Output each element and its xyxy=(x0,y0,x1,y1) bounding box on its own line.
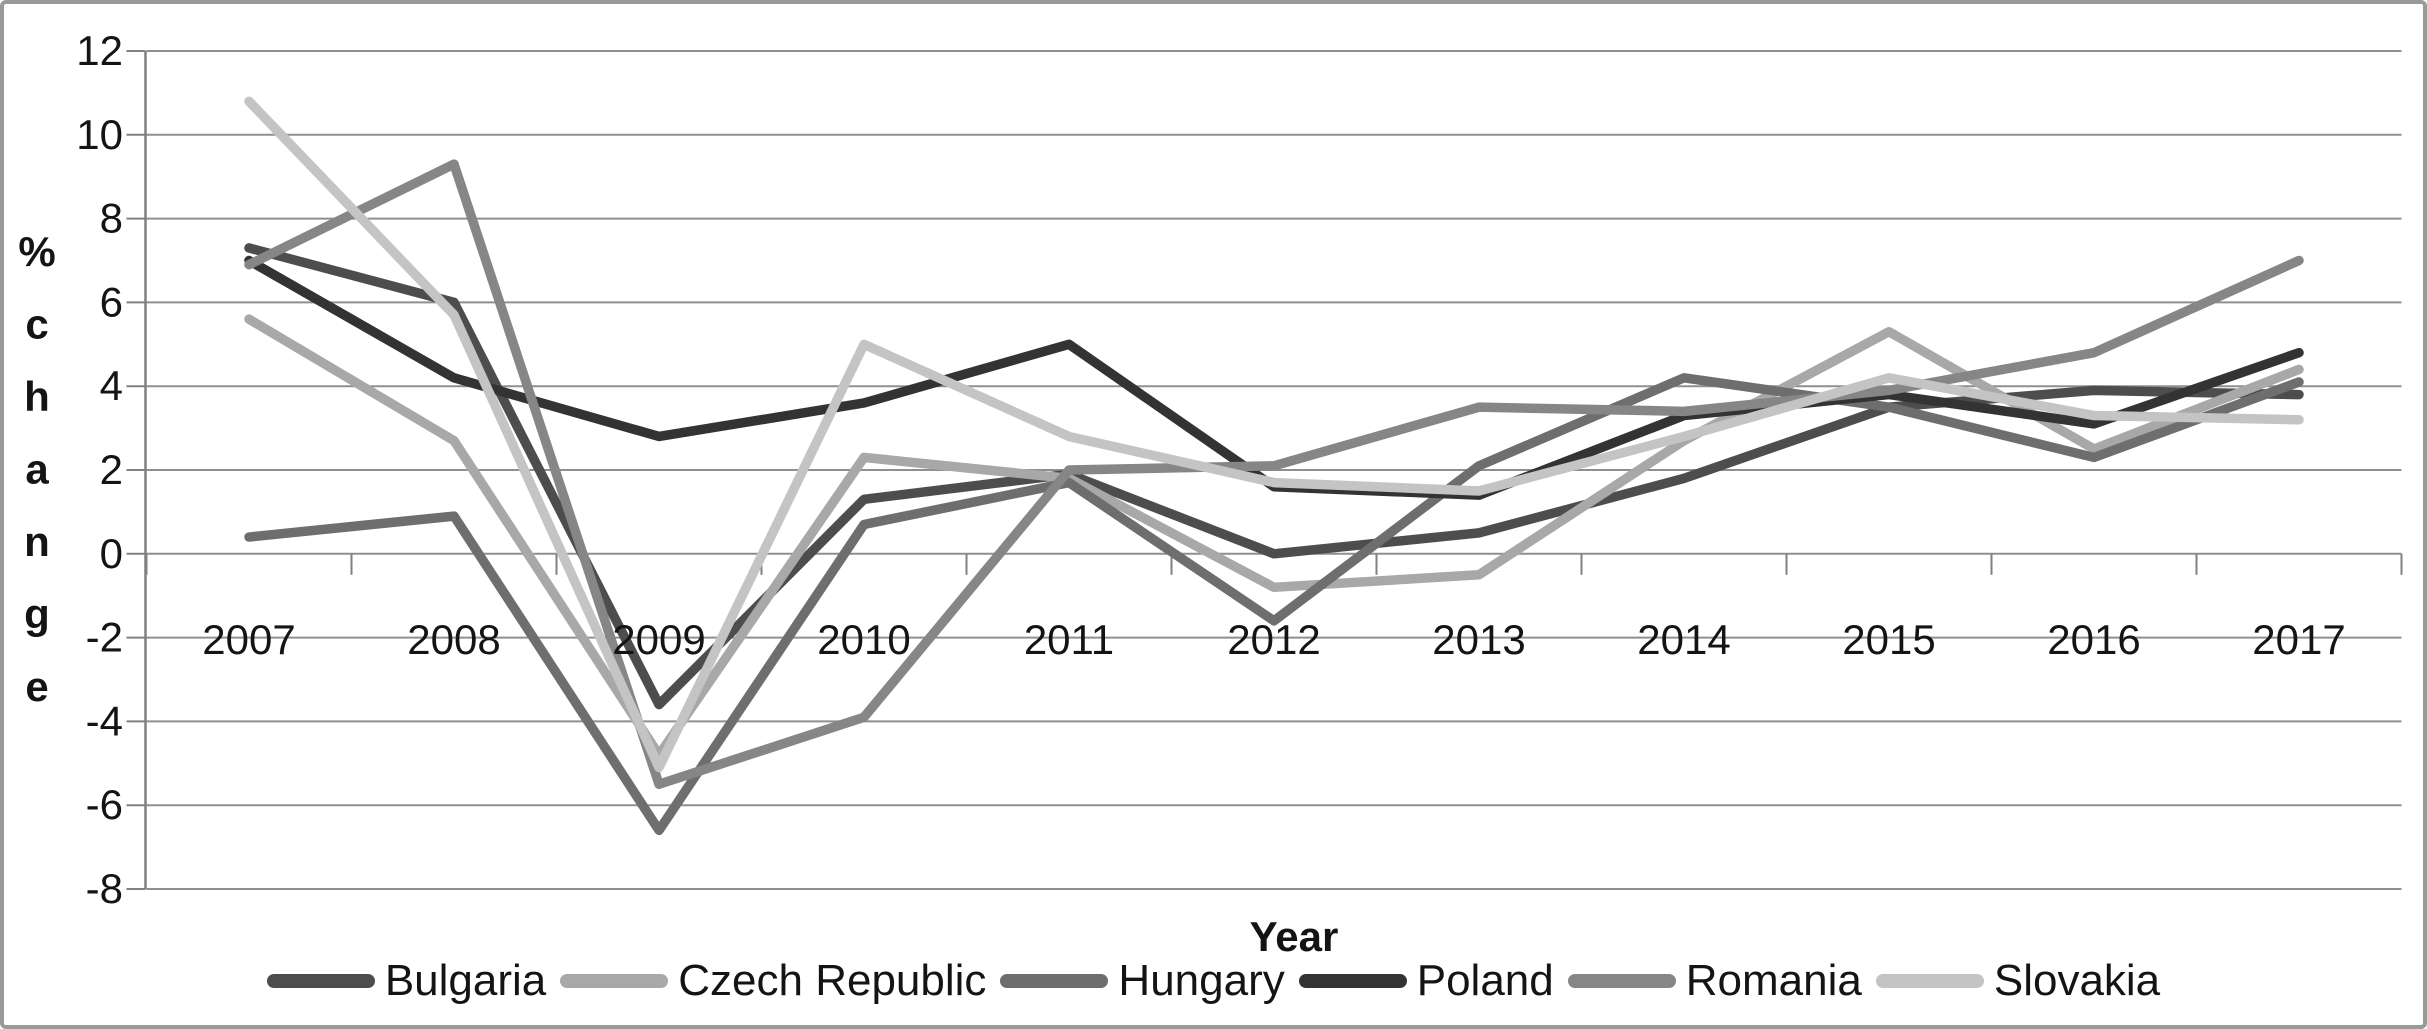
y-tick-label-2: 2 xyxy=(100,446,123,493)
legend-label-czech-republic: Czech Republic xyxy=(678,956,987,1005)
legend-item-bulgaria: Bulgaria xyxy=(266,956,547,1005)
legend-swatch-slovakia xyxy=(1875,974,1984,988)
series-line-romania xyxy=(244,159,2304,789)
y-tick-label--2: -2 xyxy=(86,614,123,661)
year-label-2013: 2013 xyxy=(1432,616,1525,663)
y-axis-title-char-3: a xyxy=(25,446,49,493)
legend-item-hungary: Hungary xyxy=(1000,956,1285,1005)
year-label-2008: 2008 xyxy=(407,616,500,663)
legend-swatch-poland xyxy=(1298,974,1407,988)
legend-item-poland: Poland xyxy=(1298,956,1554,1005)
series-lines xyxy=(244,96,2304,836)
legend: Bulgaria Czech Republic Hungary Poland Roman… xyxy=(4,952,2423,1010)
y-tick-label--4: -4 xyxy=(86,697,123,744)
year-label-2017: 2017 xyxy=(2252,616,2345,663)
series-line-slovakia xyxy=(244,96,2304,773)
y-tick-label-4: 4 xyxy=(100,362,123,409)
year-label-2011: 2011 xyxy=(1024,616,1114,663)
legend-item-slovakia: Slovakia xyxy=(1875,956,2161,1005)
y-axis-title-char-1: c xyxy=(25,301,48,348)
year-label-2010: 2010 xyxy=(817,616,910,663)
x-axis-tick-labels: 2007 2008 2009 2010 2011 2012 2013 2014 2015 2016… xyxy=(202,616,2345,663)
year-label-2007: 2007 xyxy=(202,616,295,663)
year-label-2015: 2015 xyxy=(1842,616,1935,663)
legend-label-slovakia: Slovakia xyxy=(1993,956,2161,1005)
series-line-czech-republic xyxy=(244,314,2304,760)
y-tick-label-8: 8 xyxy=(100,195,123,242)
year-label-2014: 2014 xyxy=(1637,616,1730,663)
axes xyxy=(126,50,2403,890)
y-axis-title-char-0: % xyxy=(18,228,55,275)
legend-swatch-bulgaria xyxy=(266,974,375,988)
legend-swatch-hungary xyxy=(1000,974,1109,988)
legend-label-poland: Poland xyxy=(1416,956,1554,1005)
y-axis-tick-labels: 12 10 8 6 4 2 0 -2 -4 -6 -8 xyxy=(76,27,123,912)
y-tick-label-6: 6 xyxy=(100,278,123,325)
x-axis-title: Year xyxy=(1250,913,1339,960)
legend-swatch-romania xyxy=(1567,974,1676,988)
y-tick-label-12: 12 xyxy=(76,27,123,74)
legend-label-bulgaria: Bulgaria xyxy=(384,956,547,1005)
y-tick-label-10: 10 xyxy=(76,111,123,158)
y-tick-label--8: -8 xyxy=(86,865,123,912)
y-axis-title-char-4: n xyxy=(24,518,50,565)
y-tick-label--6: -6 xyxy=(86,781,123,828)
y-tick-label-0: 0 xyxy=(100,530,123,577)
legend-swatch-czech-republic xyxy=(560,974,669,988)
series-line-hungary xyxy=(244,373,2304,836)
y-axis-title-char-5: g xyxy=(24,591,50,638)
year-label-2012: 2012 xyxy=(1227,616,1320,663)
y-axis-title-char-2: h xyxy=(24,373,50,420)
year-label-2016: 2016 xyxy=(2047,616,2140,663)
legend-item-czech-republic: Czech Republic xyxy=(560,959,986,1003)
y-axis-title-char-6: e xyxy=(25,663,48,710)
legend-label-hungary: Hungary xyxy=(1118,956,1285,1005)
legend-item-romania: Romania xyxy=(1567,956,1862,1005)
year-label-2009: 2009 xyxy=(612,616,705,663)
legend-label-romania: Romania xyxy=(1685,956,1862,1005)
